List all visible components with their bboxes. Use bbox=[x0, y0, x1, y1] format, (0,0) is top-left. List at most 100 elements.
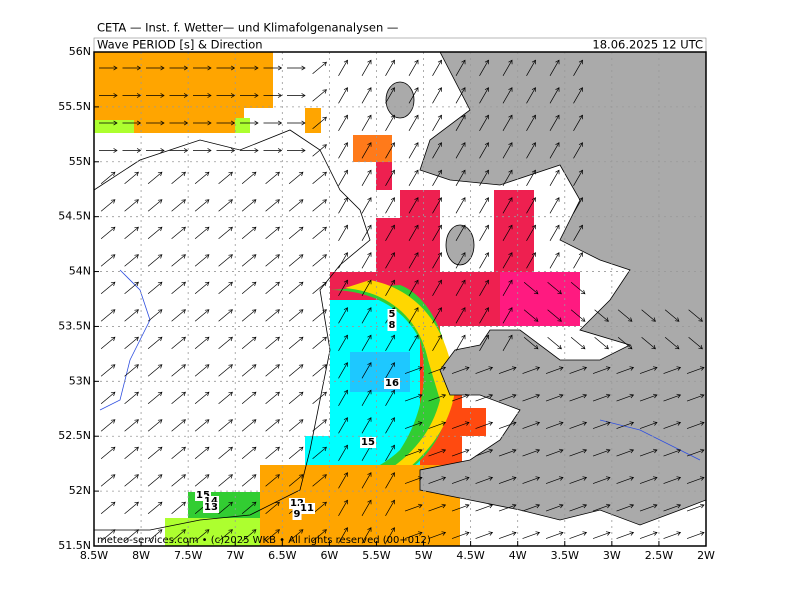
arrow bbox=[99, 65, 118, 71]
arrow bbox=[146, 120, 165, 126]
arrow bbox=[216, 148, 236, 153]
arrow-head bbox=[582, 531, 588, 536]
arrow bbox=[545, 366, 564, 374]
arrow-head bbox=[251, 501, 257, 507]
arrow-head bbox=[557, 317, 562, 322]
arrow-head bbox=[627, 344, 633, 350]
arrow-head bbox=[533, 344, 539, 350]
arrow-head bbox=[251, 254, 257, 259]
arrow-head bbox=[367, 224, 372, 230]
arrow-head bbox=[629, 531, 635, 536]
arrow bbox=[218, 309, 233, 322]
arrow-head bbox=[322, 226, 327, 232]
arrow-head bbox=[157, 254, 163, 259]
arrow-head bbox=[605, 476, 611, 481]
arrow-shaft bbox=[361, 280, 372, 296]
arrow-shaft bbox=[218, 309, 233, 322]
arrow-shaft bbox=[171, 446, 186, 460]
arrow bbox=[240, 93, 259, 98]
arrow bbox=[338, 87, 348, 104]
arrow bbox=[479, 59, 489, 76]
arrow-head bbox=[629, 421, 635, 426]
arrow-head bbox=[464, 366, 470, 371]
frame bbox=[93, 51, 707, 547]
arrow-shaft bbox=[498, 449, 517, 457]
arrow bbox=[146, 148, 165, 153]
direction-arrows bbox=[99, 59, 705, 544]
arrow bbox=[169, 120, 189, 126]
arrow-head bbox=[157, 281, 163, 287]
arrow bbox=[549, 87, 560, 104]
arrow-head bbox=[343, 224, 348, 230]
arrow-shaft bbox=[218, 391, 233, 405]
arrow bbox=[455, 224, 466, 241]
arrow bbox=[385, 279, 395, 296]
arrow bbox=[451, 448, 470, 457]
arrow bbox=[432, 114, 442, 131]
arrow bbox=[663, 366, 682, 374]
arrow-shaft bbox=[549, 225, 560, 241]
arrow-head bbox=[652, 476, 658, 481]
arrow-shaft bbox=[218, 281, 233, 295]
arrow-shaft bbox=[663, 367, 681, 374]
arrow-head bbox=[652, 531, 658, 536]
arrow-head bbox=[461, 307, 466, 312]
arrow-head bbox=[367, 527, 372, 532]
arrow bbox=[547, 309, 562, 322]
arrow-head bbox=[484, 279, 489, 285]
arrow bbox=[312, 61, 327, 75]
arrow-head bbox=[437, 279, 442, 285]
arrow bbox=[338, 279, 348, 296]
arrow bbox=[312, 474, 327, 487]
arrow bbox=[147, 391, 163, 405]
arrow-head bbox=[110, 281, 116, 287]
arrow bbox=[549, 169, 560, 186]
arrow bbox=[639, 503, 658, 512]
arrow-shaft bbox=[124, 529, 139, 542]
arrow bbox=[526, 114, 536, 131]
arrow-head bbox=[110, 474, 116, 479]
arrow-head bbox=[441, 393, 447, 399]
arrow-shaft bbox=[361, 87, 372, 104]
arrow-head bbox=[181, 446, 186, 452]
arrow-head bbox=[461, 334, 466, 340]
arrow-shaft bbox=[338, 280, 348, 296]
arrow bbox=[241, 171, 257, 185]
arrow bbox=[455, 307, 466, 324]
arrow-head bbox=[204, 226, 210, 232]
arrow-head bbox=[181, 419, 186, 424]
arrow bbox=[99, 120, 118, 126]
arrow-head bbox=[110, 391, 116, 397]
contour-label-bg bbox=[203, 496, 219, 507]
arrow-shaft bbox=[361, 390, 372, 406]
arrow-head bbox=[228, 281, 233, 287]
arrow-shaft bbox=[573, 115, 583, 131]
arrow bbox=[99, 93, 118, 98]
britain bbox=[419, 52, 706, 526]
arrow-shaft bbox=[147, 199, 163, 212]
arrow-head bbox=[699, 366, 705, 371]
arrow-head bbox=[441, 366, 447, 371]
arrow bbox=[385, 197, 395, 214]
arrow-shaft bbox=[455, 335, 466, 351]
arrow bbox=[432, 169, 442, 186]
arrow-shaft bbox=[288, 281, 304, 295]
arrow-head bbox=[390, 444, 395, 450]
arrow bbox=[451, 393, 470, 402]
arrow-head bbox=[134, 199, 139, 204]
arrow bbox=[404, 421, 423, 429]
arrow bbox=[100, 501, 116, 515]
arrow bbox=[385, 169, 395, 186]
arrow bbox=[265, 446, 280, 460]
arrow bbox=[502, 334, 513, 351]
arrow-head bbox=[254, 120, 259, 126]
arrow bbox=[428, 366, 447, 374]
arrow bbox=[639, 531, 658, 539]
arrow bbox=[502, 87, 513, 104]
arrow-head bbox=[113, 148, 118, 153]
arrow bbox=[265, 391, 280, 405]
arrow bbox=[218, 281, 233, 295]
arrow bbox=[545, 503, 564, 512]
arrow-head bbox=[558, 531, 564, 536]
arrow-shaft bbox=[241, 529, 257, 542]
